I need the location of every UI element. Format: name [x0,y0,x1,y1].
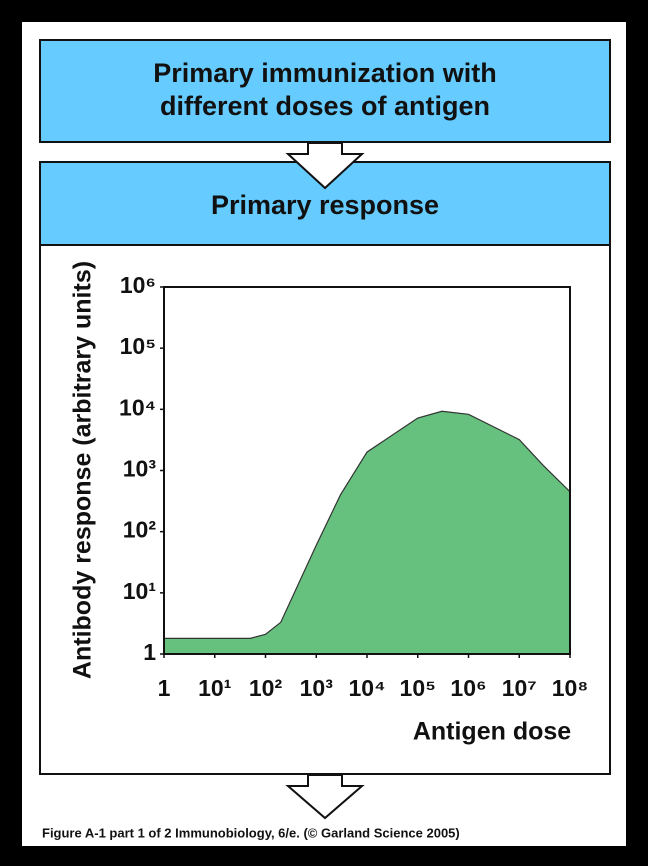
y-tick-label: 10² [123,517,157,543]
x-tick-label: 10⁷ [502,675,537,701]
x-tick-label: 10⁵ [400,675,436,701]
arrow [285,142,365,190]
y-tick-label: 10⁶ [120,272,156,298]
x-tick-label: 10² [249,675,283,701]
chart: 1 10¹ 10² 10³ 10⁴ 10⁵ 10⁶ 1 10¹ 10² 10³ 10⁴ 10⁵ 10⁶ 10… [69,261,589,746]
arrow [285,774,365,820]
box-title-line: different doses of antigen [160,91,490,121]
y-tick-label: 10⁴ [119,394,156,420]
x-tick-label: 10¹ [198,675,231,701]
y-tick-label: 10¹ [123,578,156,604]
x-tick-label: 10³ [300,675,334,701]
x-tick-label: 10⁴ [349,675,386,701]
x-tick-label: 10⁶ [450,675,486,701]
y-axis-label: Antibody response (arbitrary units) [69,261,97,679]
box-title-line: Primary immunization with [153,58,497,88]
y-tick-label: 1 [143,639,156,665]
caption: Figure A-1 part 1 of 2 Immunobiology, 6/… [42,825,460,840]
x-axis-label: Antigen dose [413,718,571,746]
x-tick-label: 10⁸ [552,675,588,701]
top-box [39,39,611,143]
y-tick-label: 10³ [123,456,157,482]
x-tick-label: 1 [158,675,171,701]
panel-title: Primary response [211,190,439,220]
y-tick-label: 10⁵ [120,333,156,359]
